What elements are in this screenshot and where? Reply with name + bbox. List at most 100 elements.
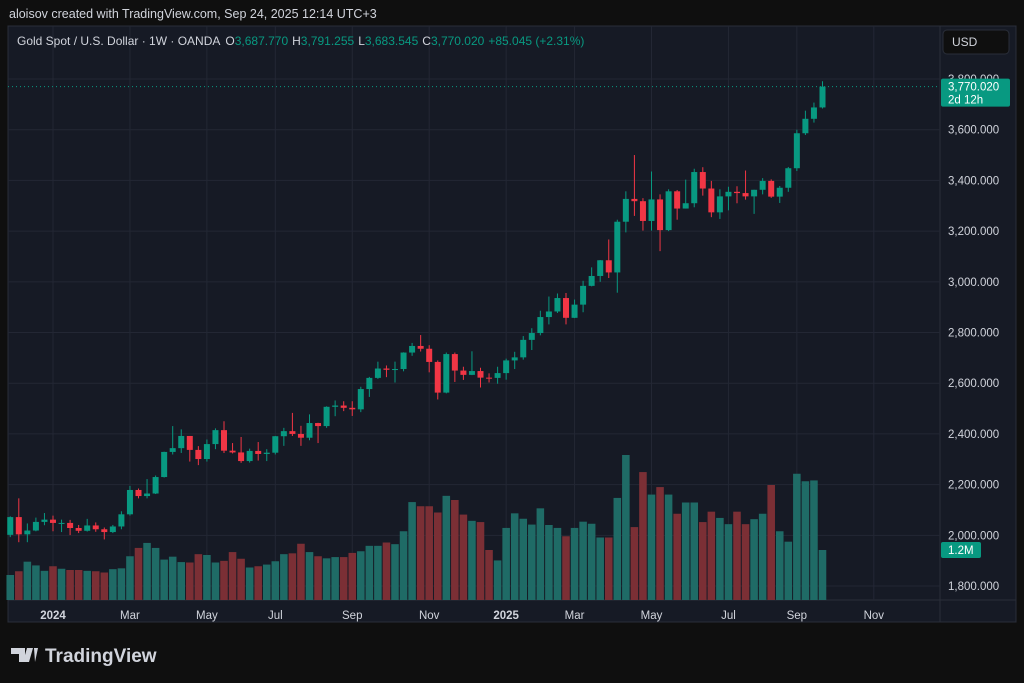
volume-bar (6, 575, 15, 600)
candle-body (221, 430, 227, 451)
volume-bar (528, 524, 536, 600)
candle-body (819, 86, 826, 108)
volume-bar (639, 472, 647, 600)
candle-body (443, 354, 450, 393)
watermark-logo (11, 648, 38, 662)
candle-body (297, 433, 304, 438)
candle-body (759, 180, 766, 190)
volume-bar (186, 562, 194, 600)
candle-body (631, 198, 638, 202)
volume-bar (357, 551, 365, 600)
candle-body (785, 168, 792, 188)
volume-bar (220, 560, 228, 600)
volume-bar (810, 480, 818, 600)
candle-body (511, 357, 518, 361)
watermark: TradingView (11, 646, 157, 667)
candle-body (426, 348, 433, 362)
volume-bar (647, 494, 656, 600)
candle-body (580, 285, 587, 305)
candle-body (84, 525, 91, 531)
legend-key: O (225, 34, 234, 48)
volume-bar (117, 568, 126, 600)
candle-body (67, 522, 74, 528)
candle-body (793, 133, 800, 169)
volume-bar (109, 569, 117, 600)
candle-body (144, 493, 151, 497)
candle-body (434, 361, 441, 393)
volume-bar (32, 565, 40, 600)
volume-bar (733, 511, 741, 600)
volume-bar (630, 527, 639, 600)
volume-bar (100, 572, 109, 600)
candle-body (58, 522, 65, 524)
candle-body (614, 221, 621, 273)
x-tick-label: Jul (721, 610, 736, 622)
volume-bar (254, 566, 262, 600)
volume-bar (280, 554, 288, 600)
candle-body (751, 189, 758, 197)
candle-body (272, 436, 279, 453)
candle-body (665, 191, 672, 231)
volume-bar (203, 555, 211, 600)
volume-bar (519, 518, 528, 600)
volume-bar (66, 570, 74, 600)
candle-body (699, 172, 706, 189)
candle-body (554, 298, 561, 312)
candle-body (255, 450, 262, 454)
volume-bar (656, 487, 664, 600)
candle-body (340, 405, 347, 408)
candle-body (50, 519, 56, 523)
currency-button[interactable] (942, 29, 1010, 55)
legend-key: C (422, 34, 431, 48)
candle-body (622, 198, 629, 222)
volume-bar (271, 561, 280, 600)
x-tick-label: May (641, 610, 663, 622)
candle-body (597, 260, 604, 276)
x-tick-label: 2025 (493, 610, 519, 622)
candle-body (357, 389, 364, 410)
volume-bar (262, 564, 271, 600)
candle-body (460, 370, 467, 375)
volume-bar (545, 525, 553, 600)
axes: 1,800.000 2,000.000 2,200.000 2,400.000 2,60… (40, 74, 1010, 622)
price-tag-label: 3,770.020 (948, 82, 999, 94)
volume-bar (758, 513, 767, 600)
volume-bar (382, 542, 391, 600)
candle-body (374, 368, 381, 378)
volume-bar (622, 455, 630, 600)
currency-label: USD (952, 35, 978, 49)
volume-bar (767, 485, 775, 600)
volume-bar (536, 508, 545, 600)
candle-body (41, 519, 48, 522)
volume-bar (818, 550, 827, 600)
y-tick-label: 2,400.000 (948, 429, 999, 441)
volume-bar (724, 524, 733, 600)
candle-body (768, 180, 775, 197)
candle-body (118, 514, 125, 527)
x-tick-label: May (196, 610, 218, 622)
candle-body (776, 187, 783, 197)
volume-bar (339, 557, 348, 600)
x-tick-label: Mar (565, 610, 585, 622)
volume-bar (741, 524, 750, 600)
volume-bar (673, 513, 681, 600)
volume-bar (664, 494, 673, 600)
legend-key: L (358, 34, 365, 48)
volume-bar (476, 522, 485, 600)
volume-bar (348, 552, 357, 600)
volume-bar (211, 562, 220, 600)
volume-bar (374, 545, 382, 600)
candle-body (246, 450, 253, 462)
volume-bar (699, 522, 707, 600)
candle-body (802, 118, 809, 134)
candle-body (24, 530, 31, 535)
candle-body (417, 345, 424, 349)
candle-body (682, 203, 689, 209)
volume-bar (83, 570, 91, 600)
candle-body (503, 360, 510, 374)
candle-body (195, 449, 202, 460)
candle-body (725, 191, 732, 197)
candle-body (212, 430, 219, 445)
candle-body (75, 527, 82, 531)
volume-bar (613, 497, 622, 600)
